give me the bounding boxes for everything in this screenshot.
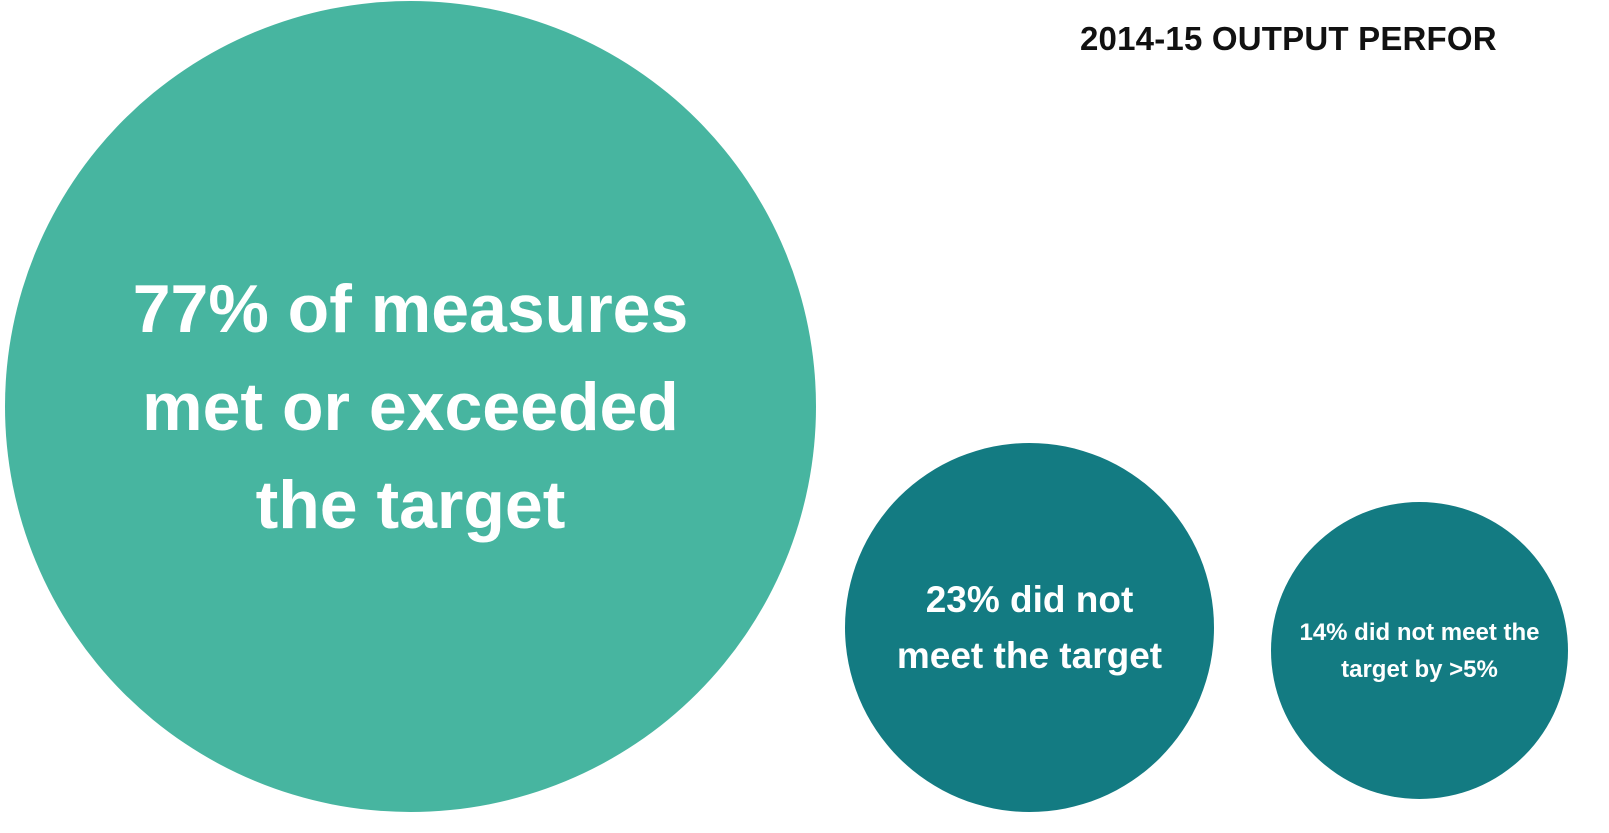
chart-title: 2014-15 OUTPUT PERFOR <box>1080 20 1497 57</box>
bubble-did-not-meet: 23% did not meet the target <box>845 443 1214 812</box>
bubble-met-or-exceeded: 77% of measures met or exceeded the targ… <box>5 1 816 812</box>
bubble-missed-by-more-than-5-percent-label: 14% did not meet the target by >5% <box>1299 618 1540 683</box>
bubble-met-or-exceeded-label: 77% of measures met or exceeded the targ… <box>132 270 689 543</box>
bubble-did-not-meet-label: 23% did not meet the target <box>896 578 1163 676</box>
bubble-missed-by-more-than-5-percent: 14% did not meet the target by >5% <box>1271 502 1568 799</box>
